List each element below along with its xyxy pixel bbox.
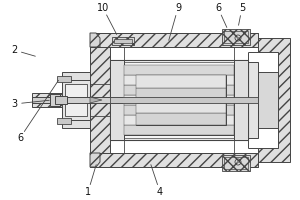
Bar	[248, 62, 258, 138]
Bar	[136, 112, 226, 125]
Bar	[32, 97, 122, 103]
Circle shape	[237, 161, 239, 163]
Bar	[90, 33, 258, 47]
Circle shape	[237, 37, 239, 39]
Bar	[55, 96, 67, 104]
Polygon shape	[90, 33, 100, 47]
Bar	[110, 97, 258, 103]
Text: 5: 5	[239, 3, 245, 13]
Bar	[90, 153, 258, 167]
Bar	[224, 31, 248, 43]
Bar	[112, 62, 246, 138]
Bar	[110, 60, 248, 140]
Bar	[62, 80, 90, 120]
Text: 10: 10	[97, 3, 109, 13]
Bar	[136, 88, 226, 100]
Bar	[90, 47, 110, 153]
Bar	[62, 120, 90, 128]
Bar	[136, 75, 226, 88]
Bar	[32, 93, 90, 107]
Bar	[124, 65, 234, 75]
Bar	[136, 100, 226, 112]
Bar	[65, 84, 87, 116]
Text: 6: 6	[17, 133, 23, 143]
Bar	[222, 155, 250, 171]
Bar	[62, 72, 90, 80]
Text: 3: 3	[11, 99, 17, 109]
Bar	[124, 85, 234, 95]
Text: 9: 9	[175, 3, 181, 13]
Bar	[124, 115, 234, 125]
Bar	[112, 37, 134, 45]
Polygon shape	[258, 38, 290, 162]
Bar	[57, 76, 71, 82]
Bar	[114, 39, 132, 43]
Bar	[57, 118, 71, 124]
Text: 2: 2	[11, 45, 17, 55]
Bar	[124, 95, 234, 105]
Text: 4: 4	[157, 187, 163, 197]
Bar	[124, 65, 234, 135]
Bar	[50, 94, 60, 106]
Bar	[258, 72, 278, 128]
Bar	[136, 75, 226, 125]
Bar	[234, 60, 248, 140]
Bar	[124, 75, 234, 85]
Text: 6: 6	[215, 3, 221, 13]
Polygon shape	[90, 153, 100, 167]
Bar	[222, 29, 250, 45]
Text: 1: 1	[85, 187, 91, 197]
Polygon shape	[90, 97, 102, 103]
Bar	[124, 105, 234, 115]
Bar	[110, 60, 124, 140]
Bar	[124, 125, 234, 135]
Bar	[224, 157, 248, 169]
